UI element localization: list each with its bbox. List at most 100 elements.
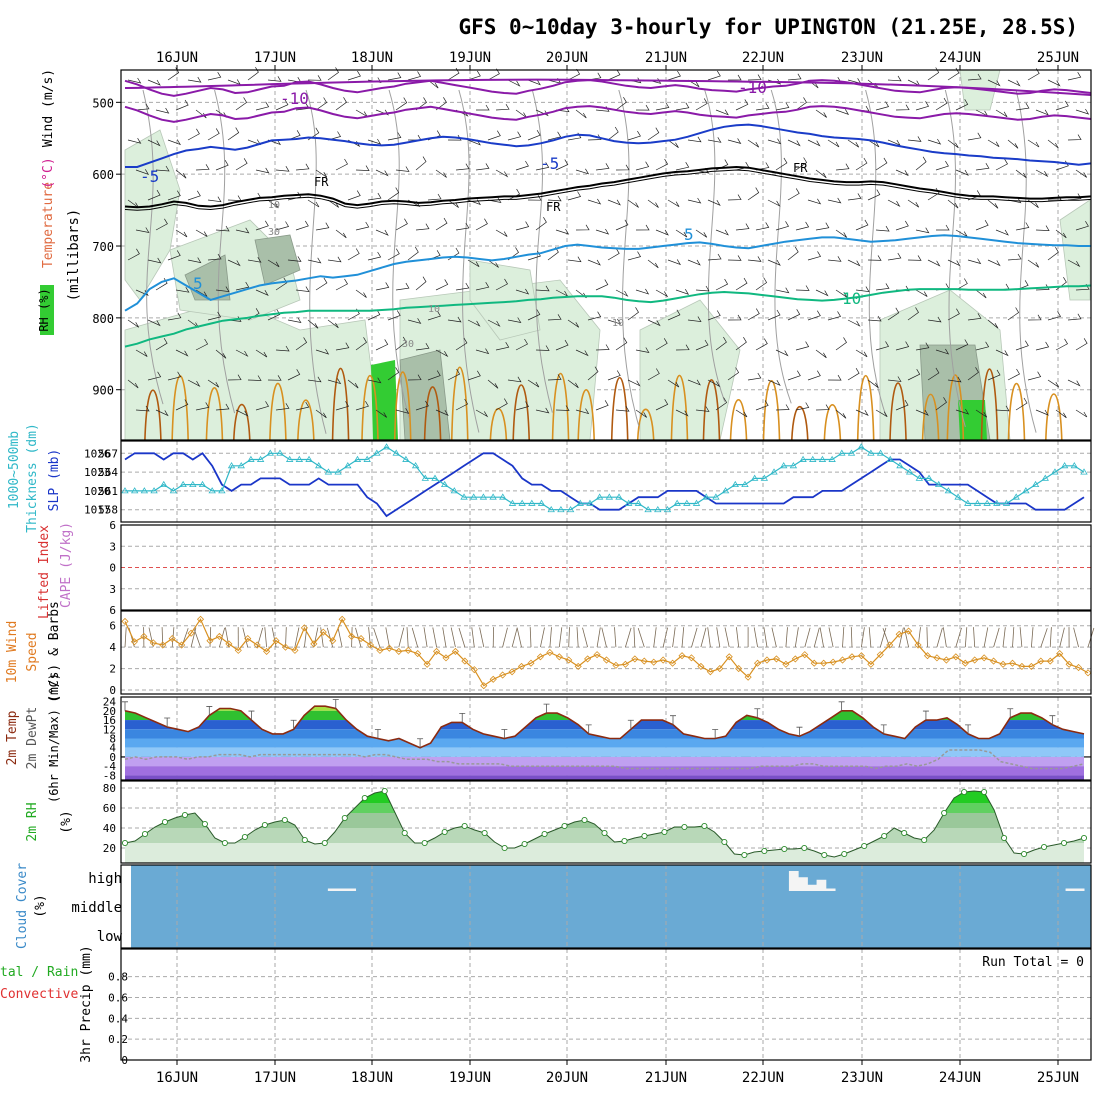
temp-color-band [125,775,1084,780]
wind-barb [1067,193,1082,201]
wind-barb-10m [576,627,579,648]
x-tick-label-bottom: 24JUN [939,1070,981,1086]
temperature-contour-warm [702,379,721,441]
wind-barb [715,229,729,236]
wind-barb [515,221,530,231]
thickness-marker [431,474,439,481]
wind-barb [476,104,490,111]
rh-tick-label: 60 [103,802,116,815]
wind-barb [995,158,1008,171]
wind-barb [287,256,302,262]
wind-barb [755,400,769,411]
wind-barb-10m [471,627,475,648]
wind-barb [755,103,770,111]
wind-barb [807,310,821,321]
wind-barb [295,163,310,171]
wind-barb [507,188,521,201]
wind-barb [1035,169,1049,178]
wind-barb [827,374,842,381]
wind-barb [667,70,681,81]
x-tick-label-top: 20JUN [546,50,588,66]
wind-barb [1067,72,1082,81]
wind-barb [615,164,630,171]
wind-barb [587,134,602,141]
wind-barb [127,77,142,84]
wind-barb [1027,259,1040,268]
thickness-marker [402,455,410,462]
wind-barb [867,139,880,148]
wind-speed-marker [300,624,308,632]
wind-barb [967,258,982,265]
wind-barb [936,224,950,231]
wind-barb [215,160,229,171]
wind-barb [215,286,230,293]
thickness-marker [750,474,759,481]
cloud-level-label: high [88,871,122,887]
wind-barb [787,73,802,81]
panel-frame [120,440,1092,523]
wind-barb [1055,409,1067,419]
wind-barb [607,199,621,206]
wind-barb [235,158,248,171]
wind-barb [695,285,710,292]
wind-barb [255,349,268,358]
cloud-level-label: middle [71,900,122,916]
temperature-contour-warm [1007,383,1026,441]
wind-barb [855,219,869,231]
wind-barb [527,250,541,261]
temp-tick-label: 20 [103,705,116,718]
cloud-bar-high [1074,888,1085,891]
wind-barb [715,336,727,351]
wind-barb [235,281,250,291]
wind-barb [747,187,760,201]
thickness-marker [450,487,459,494]
wind-speed-marker [1074,663,1083,672]
wind-barb [815,289,829,297]
wind-barb [175,99,189,111]
temp-minmax-marker [796,726,803,737]
wind-barb [655,158,669,171]
wind-barb-10m [385,627,390,648]
thickness-marker [218,487,226,494]
thickness-marker [896,462,904,469]
wind-barb [1067,134,1082,141]
wind-speed-marker [1084,669,1092,677]
wind-barb-10m [653,627,657,648]
wind-barb [687,316,702,323]
wind-barb [847,319,861,327]
wind-barb [335,229,347,239]
wind-barb [1015,102,1030,111]
thickness-marker [363,455,371,462]
thickness-marker [838,449,846,456]
wind-barb [987,319,999,329]
thickness-marker [566,505,575,513]
thickness-marker [954,493,962,500]
wind-barb-10m [785,627,788,648]
wind-barb [915,101,930,111]
wind-barb [1007,139,1019,149]
wind-barb [147,139,161,147]
wind-barb [967,73,982,81]
wind-barb [775,221,790,231]
wind-barb [735,277,748,291]
wind-barb [275,345,290,352]
wind-barb [595,344,610,351]
wind-barb-10m [411,627,419,648]
wind-barb-10m [850,627,853,648]
wind-barb [1047,379,1060,388]
wind-barb [867,255,882,261]
wind-barb [1015,340,1029,351]
wind-barb [995,229,1009,236]
wind-speed-marker [130,638,139,646]
wind-barb [1075,221,1089,231]
wind-barb [555,339,569,351]
rh-bands [125,791,1084,863]
thickness-marker [712,493,720,500]
wind-barb [887,307,900,321]
wind-barb [187,76,202,83]
wind-barb [255,101,270,111]
wind-barb [847,368,860,381]
wind-barb [1027,314,1042,321]
wind-barb-10m [406,627,409,648]
wind-barb [515,109,527,118]
